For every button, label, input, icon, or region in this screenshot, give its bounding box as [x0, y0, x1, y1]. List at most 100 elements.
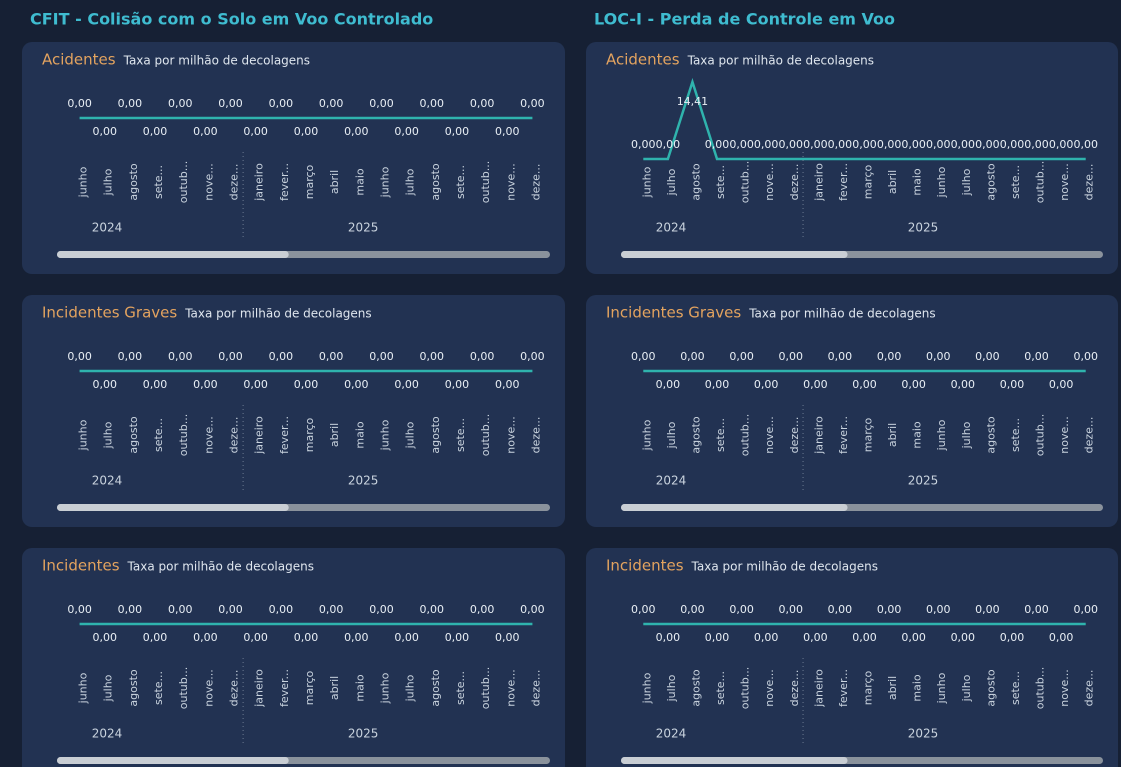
data-label: 0,00 [828, 603, 853, 616]
data-label: 0,00 [369, 350, 394, 363]
data-label: 0,00 [1073, 603, 1098, 616]
data-label: 0,00 [705, 378, 730, 391]
chart-subtitle: Taxa por milhão de decolagens [127, 560, 314, 574]
data-label: 0,00 [951, 378, 976, 391]
data-label: 0,00 [319, 603, 344, 616]
x-tick-label: março [303, 164, 316, 199]
x-tick-label: julho [665, 168, 678, 196]
x-group-label: 2025 [348, 727, 379, 741]
x-tick-label: agosto [429, 669, 442, 706]
data-label: 0,00 [369, 97, 394, 110]
data-label: 0,00 [926, 603, 951, 616]
data-label: 0,00 [168, 97, 193, 110]
x-tick-label: junho [640, 419, 653, 451]
x-tick-label: sete... [1009, 165, 1022, 199]
x-group-label: 2025 [908, 221, 939, 235]
data-label: 0,00 [656, 138, 681, 151]
x-tick-label: nove... [763, 163, 776, 200]
data-label: 0,00 [269, 97, 294, 110]
data-label: 0,00 [803, 378, 828, 391]
x-tick-label: agosto [984, 163, 997, 200]
scrollbar-thumb [621, 251, 848, 258]
data-label: 0,00 [118, 97, 143, 110]
data-label: 0,00 [1049, 631, 1074, 644]
data-label: 0,00 [1000, 631, 1025, 644]
x-tick-label: outub... [1034, 161, 1047, 203]
data-label: 0,00 [420, 350, 445, 363]
data-label: 0,00 [754, 138, 779, 151]
data-label: 0,00 [754, 631, 779, 644]
series-line [643, 77, 1086, 161]
x-tick-label: maio [353, 168, 366, 196]
x-tick-label: sete... [454, 671, 467, 705]
x-tick-label: deze... [228, 164, 241, 201]
data-label: 0,00 [1024, 603, 1049, 616]
x-tick-label: março [862, 164, 875, 199]
x-tick-label: sete... [714, 418, 727, 452]
data-label: 0,00 [828, 350, 853, 363]
data-label: 0,00 [975, 603, 1000, 616]
x-tick-label: junho [640, 672, 653, 704]
x-tick-label: outub... [479, 414, 492, 456]
x-tick-label: outub... [1034, 667, 1047, 709]
x-tick-label: junho [77, 672, 90, 704]
x-tick-label: agosto [127, 669, 140, 706]
data-label: 0,00 [656, 378, 681, 391]
x-tick-label: nove... [763, 669, 776, 706]
x-tick-label: abril [886, 170, 899, 194]
data-label: 0,00 [779, 138, 804, 151]
x-tick-label: junho [378, 419, 391, 451]
x-tick-label: março [862, 417, 875, 452]
x-tick-label: julho [102, 168, 115, 196]
data-label: 0,00 [143, 631, 168, 644]
data-label: 0,00 [852, 138, 877, 151]
scrollbar-thumb [621, 504, 848, 511]
data-label: 0,00 [1049, 138, 1074, 151]
x-tick-label: maio [911, 674, 924, 702]
x-tick-label: outub... [479, 667, 492, 709]
data-label: 0,00 [193, 631, 218, 644]
data-label: 0,00 [470, 603, 495, 616]
x-tick-label: maio [911, 421, 924, 449]
data-label: 0,00 [294, 125, 319, 138]
data-label: 0,00 [877, 603, 902, 616]
chart-panel [22, 42, 565, 274]
x-tick-label: junho [935, 419, 948, 451]
x-tick-label: nove... [202, 669, 215, 706]
chart-panel [22, 295, 565, 527]
x-tick-label: fever... [837, 669, 850, 707]
scrollbar-thumb [57, 757, 289, 764]
x-tick-label: nove... [504, 163, 517, 200]
x-tick-label: agosto [984, 669, 997, 706]
x-group-label: 2024 [92, 727, 123, 741]
data-label: 0,00 [803, 138, 828, 151]
data-label: 0,00 [1024, 138, 1049, 151]
data-label: 0,00 [218, 603, 243, 616]
x-tick-label: nove... [202, 163, 215, 200]
x-tick-label: julho [404, 674, 417, 702]
chart-title: Incidentes Graves [606, 304, 741, 322]
data-label: 0,00 [344, 125, 369, 138]
chart-subtitle: Taxa por milhão de decolagens [123, 54, 310, 68]
x-tick-label: outub... [479, 161, 492, 203]
x-tick-label: deze... [1083, 164, 1096, 201]
data-label: 0,00 [168, 603, 193, 616]
x-group-label: 2024 [656, 221, 687, 235]
data-label: 0,00 [445, 378, 470, 391]
x-tick-label: maio [911, 168, 924, 196]
x-tick-label: agosto [689, 669, 702, 706]
data-label: 0,00 [852, 378, 877, 391]
x-tick-label: junho [77, 419, 90, 451]
chart-panel [586, 548, 1118, 767]
x-group-label: 2025 [348, 474, 379, 488]
data-label: 0,00 [520, 97, 545, 110]
data-label: 0,00 [495, 125, 520, 138]
data-label: 0,00 [926, 138, 951, 151]
data-label: 0,00 [394, 125, 419, 138]
x-tick-label: sete... [152, 418, 165, 452]
x-tick-label: deze... [228, 417, 241, 454]
data-label: 0,00 [369, 603, 394, 616]
x-tick-label: fever... [837, 163, 850, 201]
data-label: 14,41 [677, 95, 709, 108]
data-label: 0,00 [680, 603, 705, 616]
